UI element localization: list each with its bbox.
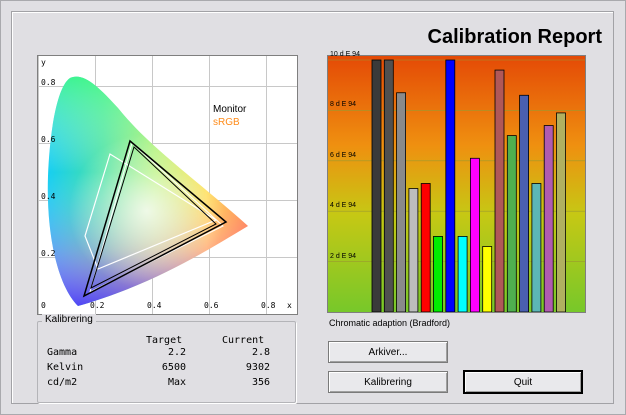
isocoated-gamut [84, 153, 218, 270]
gamma-current: 2.8 [251, 347, 270, 358]
legend-isocoated: ISOcoated [213, 130, 261, 141]
bar [445, 59, 456, 312]
y-tick: 0.8 [41, 78, 56, 87]
page-title: Calibration Report [427, 26, 602, 48]
kelvin-target: 6500 [161, 362, 186, 373]
bar [420, 183, 431, 312]
x-tick: 0.6 [204, 301, 219, 310]
quit-button[interactable]: Quit [463, 370, 583, 394]
kelvin-current: 9302 [245, 362, 270, 373]
bar [482, 246, 493, 312]
bar [433, 235, 443, 312]
luminance-current: 356 [251, 377, 270, 388]
current-header: Current [222, 335, 265, 346]
row-label-luminance: cd/m2 [47, 377, 78, 388]
bar [556, 112, 566, 312]
y-tick: 0.2 [41, 249, 56, 258]
y-tick-label: 8 d E 94 [330, 101, 357, 109]
report-frame [11, 11, 614, 404]
x-tick: 0.2 [90, 301, 105, 310]
bar [396, 92, 406, 312]
y-tick-label: 2 d E 94 [330, 252, 357, 260]
arkiver-button[interactable]: Arkiver... [328, 341, 448, 363]
cie-chromaticity-chart: y x 0 0.2 0.4 0.6 0.8 0.2 0.4 0.6 0.8 Mo… [37, 55, 298, 315]
bar [531, 183, 542, 312]
x-tick: 0 [41, 301, 46, 310]
kalibrering-group-title: Kalibrering [42, 314, 96, 325]
y-tick: 0.6 [41, 135, 56, 144]
bar [457, 235, 468, 312]
spectral-locus [47, 76, 248, 306]
y-axis-label: y [41, 58, 46, 67]
row-label-kelvin: Kelvin [47, 362, 84, 373]
bar [408, 188, 419, 312]
monitor-gamut [82, 139, 228, 298]
bar [506, 135, 517, 312]
kalibrering-button[interactable]: Kalibrering [328, 371, 448, 393]
x-tick: 0.4 [147, 301, 162, 310]
bar [383, 59, 394, 312]
row-label-gamma: Gamma [47, 347, 78, 358]
y-tick-label: 10 d E 94 [330, 51, 360, 58]
luminance-target: Max [167, 377, 186, 388]
bar [494, 69, 505, 312]
bar [543, 125, 554, 312]
bar [519, 94, 530, 312]
legend-srgb: sRGB [213, 117, 240, 128]
y-tick: 0.4 [41, 192, 56, 201]
y-tick-label: 6 d E 94 [330, 151, 357, 159]
chart-background [328, 56, 585, 312]
target-header: Target [146, 335, 183, 346]
kalibrering-group [37, 321, 296, 403]
bar [371, 59, 382, 312]
bar [469, 157, 480, 312]
x-tick: 0.8 [261, 301, 276, 310]
gamma-target: 2.2 [167, 347, 186, 358]
legend-monitor: Monitor [213, 104, 247, 115]
x-axis-label: x [287, 301, 292, 310]
y-tick-label: 4 d E 94 [330, 202, 357, 210]
chromatic-adaption-caption: Chromatic adaption (Bradford) [329, 318, 451, 328]
delta-e-bar-chart: 2 d E 94 4 d E 94 6 d E 94 8 d E 94 10 d E 9… [327, 51, 586, 313]
